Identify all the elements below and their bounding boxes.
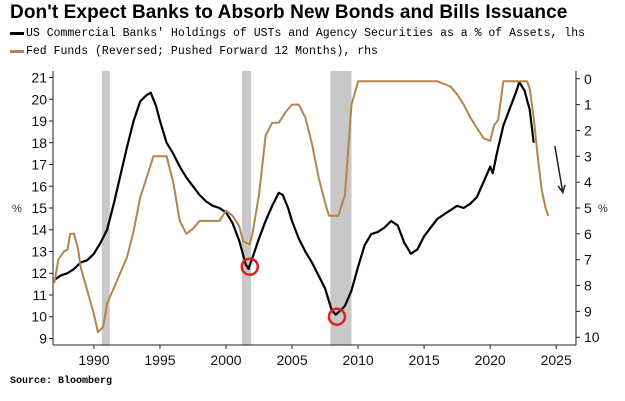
left-tick-label: 13 (31, 243, 47, 259)
x-tick-label: 2000 (210, 352, 241, 368)
legend-label-bank-holdings: US Commercial Banks' Holdings of USTs an… (26, 27, 585, 40)
x-tick-label: 2015 (409, 352, 440, 368)
right-tick-label: 7 (584, 252, 592, 268)
left-tick-label: 19 (31, 113, 47, 129)
left-tick-label: 14 (31, 222, 47, 238)
right-tick-label: 3 (584, 148, 592, 164)
down-arrow-shaft (554, 145, 564, 193)
right-tick-label: 2 (584, 122, 592, 138)
right-tick-label: 6 (584, 226, 592, 242)
right-tick-label: 5 (584, 200, 592, 216)
x-tick-label: 1995 (144, 352, 175, 368)
left-axis-unit: % (12, 203, 22, 215)
series-line-fed-funds (53, 80, 550, 334)
legend-swatch-black (10, 32, 24, 35)
recession-band-0 (101, 71, 110, 345)
highlight-circle-0 (240, 257, 260, 276)
x-tick-label: 2005 (276, 352, 307, 368)
legend-label-fed-funds: Fed Funds (Reversed; Pushed Forward 12 M… (26, 45, 378, 58)
left-tick-label: 10 (31, 309, 47, 325)
left-tick-label: 18 (31, 135, 47, 151)
legend-item-bank-holdings: US Commercial Banks' Holdings of USTs an… (10, 27, 585, 40)
down-arrow-head (557, 184, 566, 195)
legend-swatch-tan (10, 50, 24, 53)
left-tick-label: 16 (31, 178, 47, 194)
left-tick-label: 20 (31, 91, 47, 107)
highlight-circle-1 (327, 307, 347, 326)
source-note: Source: Bloomberg (10, 376, 113, 387)
right-axis-unit: % (598, 203, 608, 215)
left-tick-label: 12 (31, 265, 47, 281)
right-tick-label: 10 (584, 329, 600, 345)
x-tick-label: 2025 (541, 352, 572, 368)
right-tick-label: 9 (584, 303, 592, 319)
x-tick-label: 1990 (78, 352, 109, 368)
left-tick-label: 11 (32, 287, 47, 303)
right-tick-label: 0 (584, 71, 592, 87)
series-line-bank-holdings (53, 80, 535, 316)
left-tick-label: 17 (31, 157, 47, 173)
chart-title: Don't Expect Banks to Absorb New Bonds a… (10, 2, 568, 23)
right-tick-label: 4 (584, 174, 592, 190)
x-tick-label: 2020 (475, 352, 506, 368)
left-tick-label: 21 (31, 70, 47, 86)
left-tick-label: 15 (31, 200, 47, 216)
right-tick-label: 8 (584, 278, 592, 294)
left-tick-label: 9 (39, 330, 47, 346)
x-tick-label: 2010 (343, 352, 374, 368)
recession-band-1 (241, 71, 252, 345)
legend-item-fed-funds: Fed Funds (Reversed; Pushed Forward 12 M… (10, 45, 378, 58)
right-tick-label: 1 (584, 97, 592, 113)
